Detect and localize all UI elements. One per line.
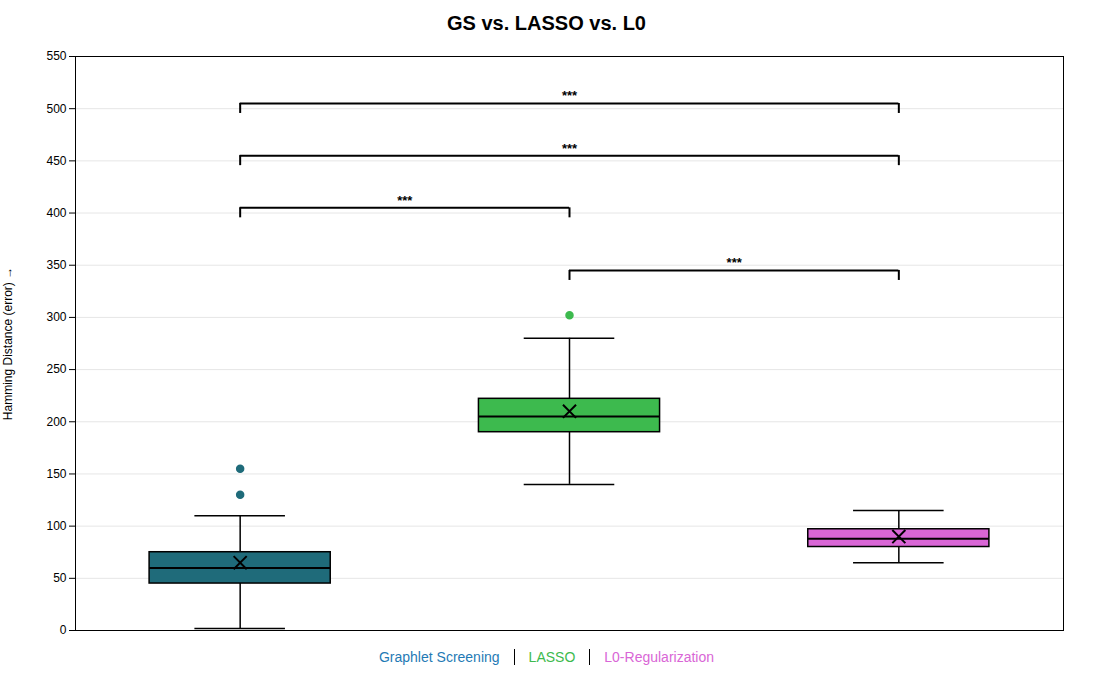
html-text:Graphlet Screening: Graphlet Screening [379,649,500,665]
svg-text:450: 450 [46,154,66,168]
svg-text:550: 550 [46,49,66,63]
svg-text:500: 500 [46,102,66,116]
svg-text:***: *** [397,193,413,208]
svg-text:Hamming Distance (error) →: Hamming Distance (error) → [1,267,15,420]
svg-text:50: 50 [53,571,67,585]
svg-text:350: 350 [46,258,66,272]
svg-text:400: 400 [46,206,66,220]
svg-text:***: *** [562,141,578,156]
svg-text:300: 300 [46,310,66,324]
svg-text:150: 150 [46,467,66,481]
svg-text:200: 200 [46,415,66,429]
html-text:GS vs. LASSO vs. L0: GS vs. LASSO vs. L0 [447,12,646,34]
svg-text:***: *** [562,88,578,103]
html-text:LASSO: LASSO [528,649,576,665]
html-text:L0-Regularization: L0-Regularization [604,649,714,665]
svg-text:250: 250 [46,362,66,376]
svg-text:0: 0 [60,623,67,637]
svg-text:***: *** [727,255,743,270]
svg-text:100: 100 [46,519,66,533]
